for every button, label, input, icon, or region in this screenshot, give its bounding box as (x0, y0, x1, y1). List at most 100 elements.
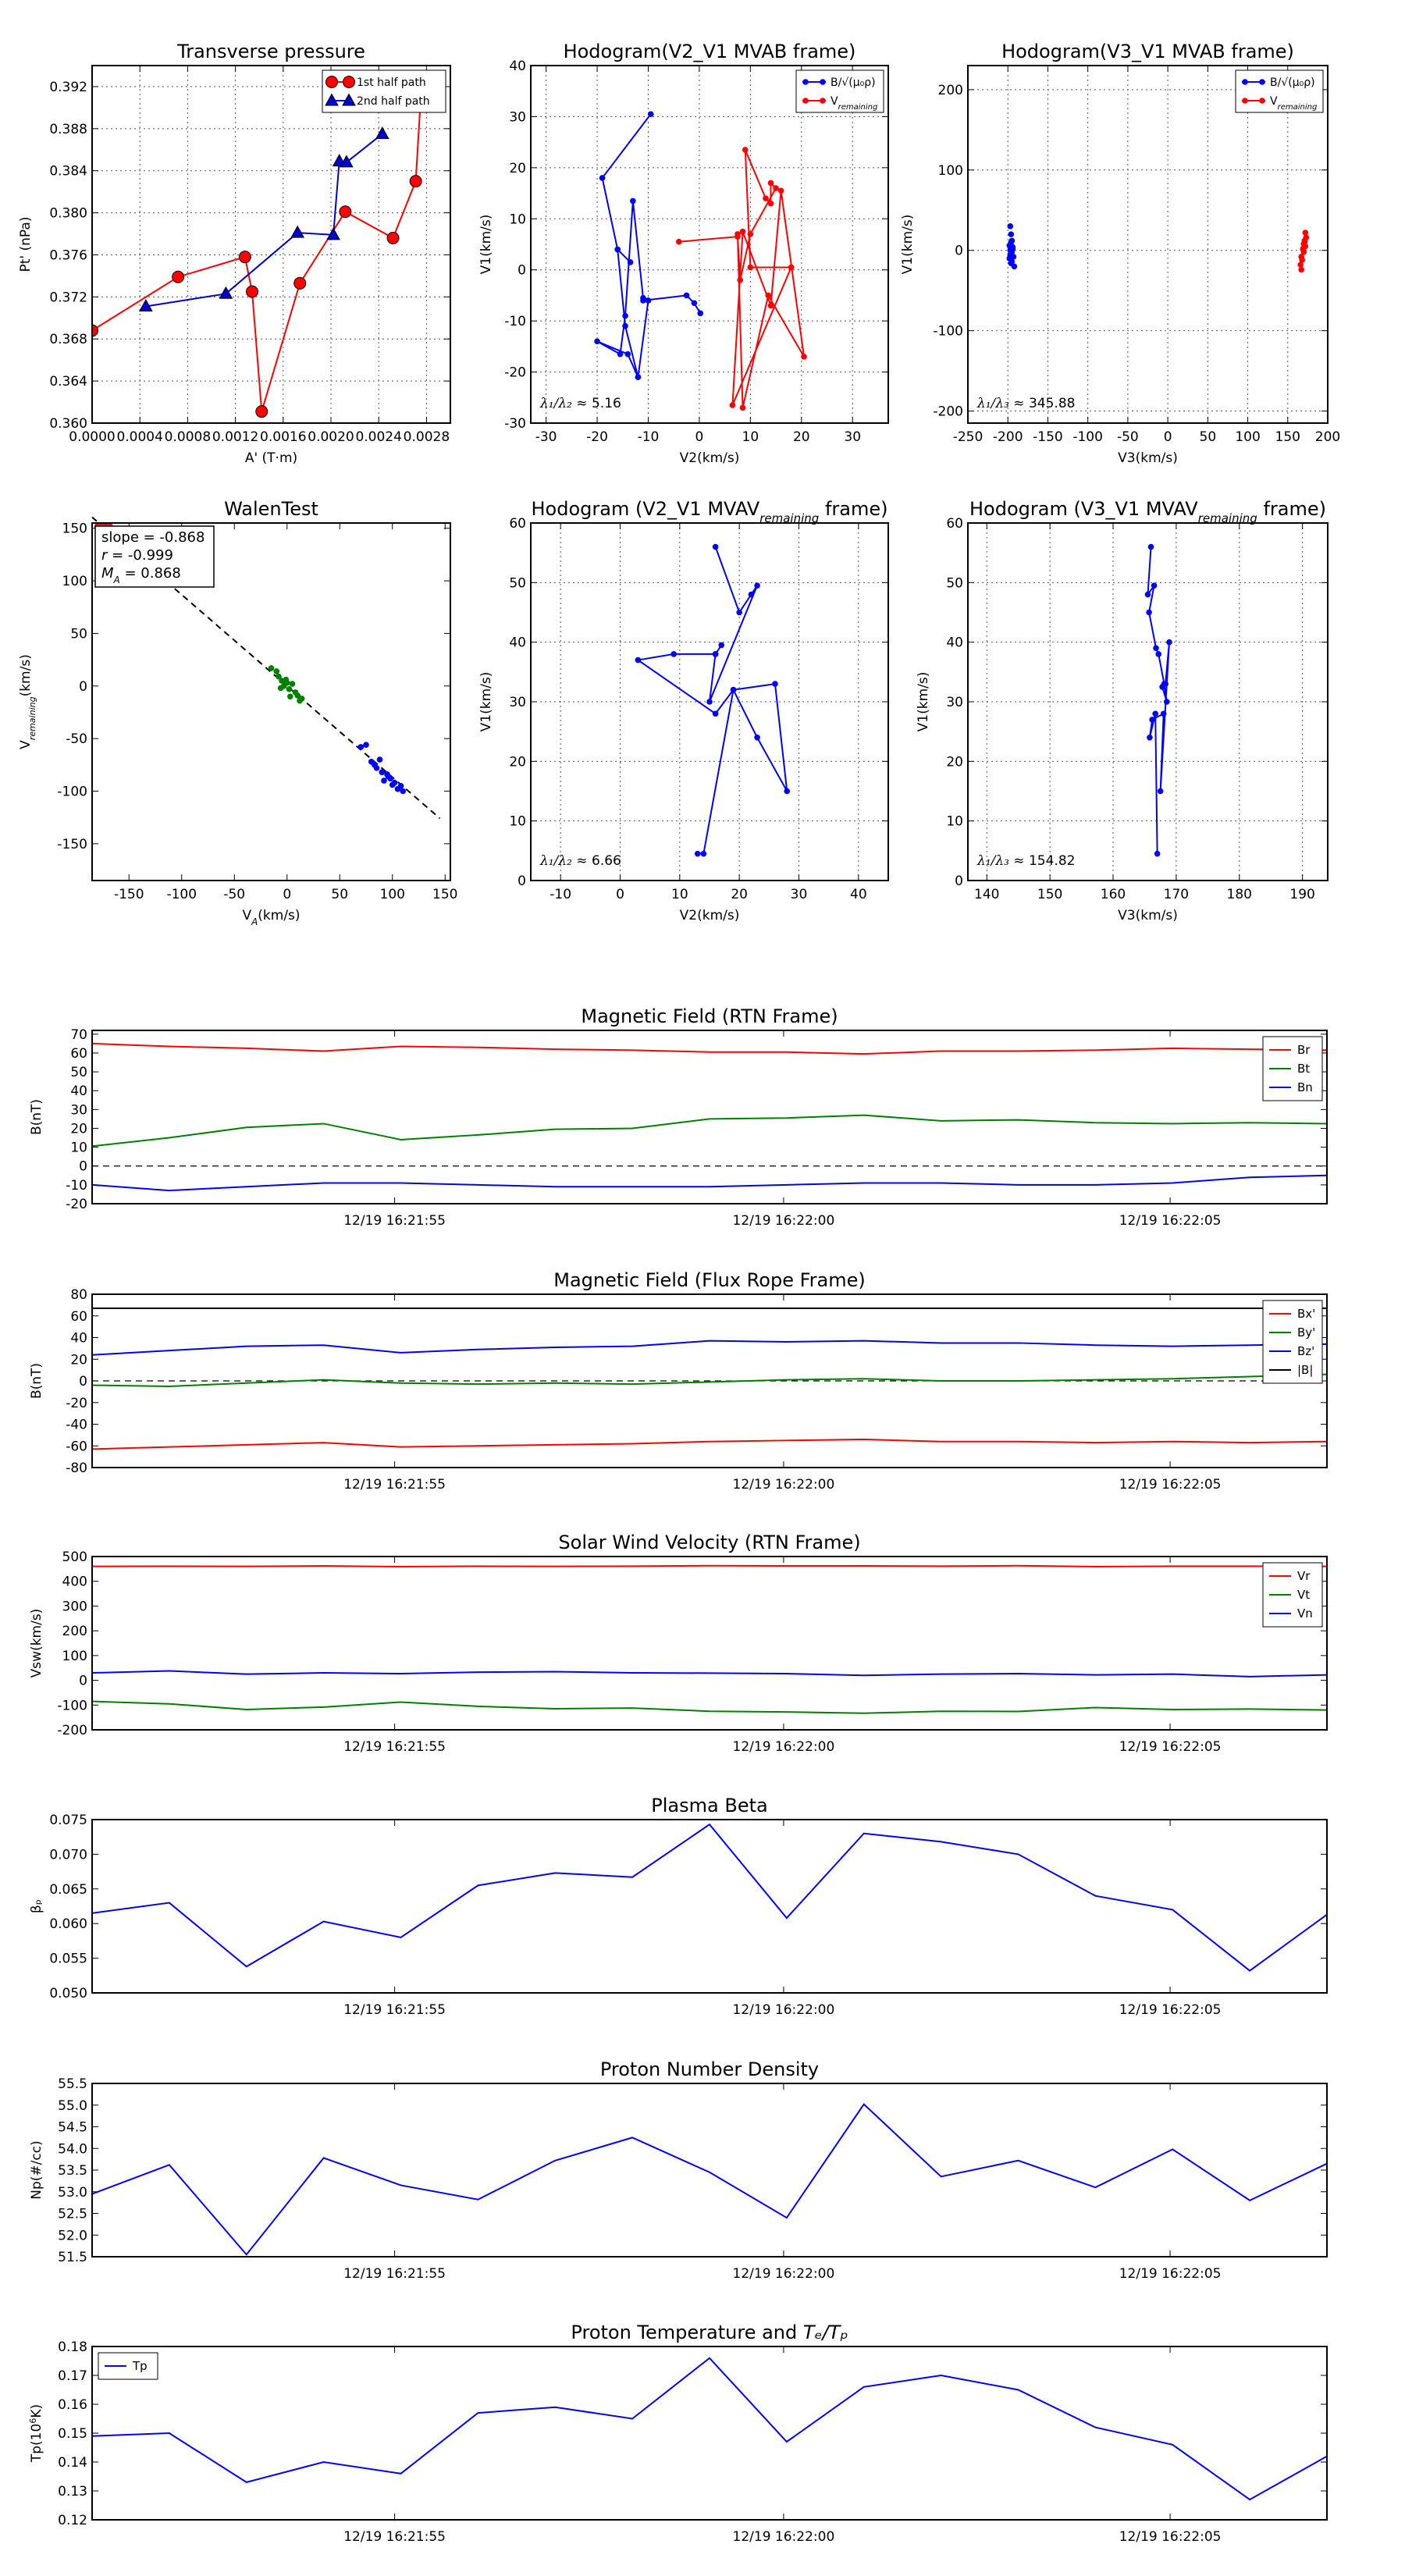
walen-xlabel: VA(km/s) (242, 908, 300, 927)
data-point (801, 354, 807, 360)
data-point (1147, 735, 1153, 741)
h31-xlabel: V3(km/s) (1118, 450, 1178, 466)
y-tick-label: 0.364 (49, 374, 87, 390)
y-tick-label: 50 (70, 626, 87, 642)
data-point (742, 147, 749, 153)
data-point (694, 850, 701, 857)
y-tick-label: 200 (938, 83, 963, 98)
legend-marker (342, 93, 356, 106)
data-point (273, 668, 280, 674)
data-point (712, 710, 719, 717)
y-tick-label: 51.5 (58, 2250, 87, 2265)
data-point (376, 756, 383, 763)
h21-ylabel: V1(km/s) (478, 215, 494, 275)
y-tick-label: 100 (938, 163, 963, 179)
x-tick-label: 0 (616, 887, 624, 902)
x-tick-label: 0.0000 (69, 429, 115, 445)
data-point (647, 111, 654, 117)
y-tick-label: 0.388 (49, 122, 87, 137)
beta-ylabel: βₚ (29, 1899, 44, 1913)
tp-frame (91, 65, 451, 424)
vsw-frame (91, 1556, 1328, 1731)
y-tick-label: 20 (70, 1352, 87, 1368)
x-tick-label: 0 (283, 887, 291, 902)
data-point (1162, 681, 1168, 687)
data-point (773, 185, 779, 191)
chart-vsw: -200 -100 0 100 200 300 400 500 12/19 16:21:55 12… (29, 1532, 1328, 1755)
beta-frame (91, 1819, 1328, 1994)
h31-frame (967, 65, 1329, 424)
time-tick-label: 12/19 16:22:00 (733, 1213, 835, 1229)
h21-frame (530, 65, 889, 424)
x-tick-label: 0.0028 (404, 429, 450, 445)
x-tick-label: 30 (844, 429, 861, 445)
data-point (712, 651, 719, 657)
data-point (772, 681, 778, 687)
data-point (139, 298, 153, 311)
x-tick-label: 10 (671, 887, 688, 902)
data-point (730, 686, 737, 693)
h21r-series (635, 543, 791, 857)
y-tick-label: 10 (509, 212, 526, 227)
data-point (706, 699, 713, 705)
data-point (599, 175, 606, 181)
stats-line: slope = -0.868 (101, 529, 205, 546)
y-tick-label: 30 (509, 695, 526, 710)
h21-series (594, 111, 807, 411)
legend-label: Bx' (1297, 1307, 1315, 1321)
data-point (409, 175, 422, 188)
data-point (635, 374, 642, 380)
time-tick-label: 12/19 16:22:05 (1119, 2002, 1222, 2018)
x-tick-label: 30 (791, 887, 808, 902)
data-point (754, 735, 760, 741)
chart-h21: -30 -20 -10 0 10 20 30 -30 -20 -10 0 10 20 30 40 Hodogr… (478, 41, 889, 466)
x-tick-label: -100 (1072, 429, 1103, 445)
y-tick-label: 10 (70, 1140, 87, 1156)
data-point (767, 200, 774, 207)
y-tick-label: 0.380 (49, 206, 87, 222)
data-point (624, 350, 631, 358)
x-tick-label: 40 (850, 887, 867, 902)
data-point (277, 685, 284, 692)
data-point (255, 405, 269, 418)
y-tick-label: 60 (70, 1309, 87, 1325)
y-tick-label: 53.5 (58, 2163, 87, 2179)
y-tick-label: 55.5 (58, 2076, 87, 2092)
data-point (614, 246, 621, 253)
x-tick-label: -50 (1117, 429, 1139, 445)
chart-np: 51.5 52.0 52.5 53.0 53.5 54.0 54.5 55.0 55.5 12/1… (29, 2058, 1328, 2282)
vsw-ylabel: Vsw(km/s) (29, 1609, 44, 1678)
data-point (1153, 645, 1159, 652)
y-tick-label: -200 (57, 1723, 87, 1738)
legend-box (1235, 69, 1324, 113)
legend-label: Bz' (1297, 1344, 1314, 1358)
time-tick-label: 12/19 16:22:05 (1119, 1477, 1222, 1493)
y-tick-label: 0 (79, 679, 87, 695)
brtn-frame (91, 1030, 1328, 1204)
y-tick-label: 150 (62, 521, 87, 537)
y-tick-label: -200 (933, 404, 963, 420)
tp-xlabel: A' (T·m) (245, 450, 297, 466)
series-line-Np (91, 2103, 1328, 2256)
time-tick-label: 12/19 16:21:55 (343, 2529, 446, 2545)
data-point (397, 782, 404, 789)
y-tick-label: -40 (66, 1418, 87, 1433)
data-point (391, 779, 398, 786)
series-line-Br (91, 1042, 1328, 1055)
y-tick-label: 0.18 (58, 2339, 87, 2355)
y-tick-label: 50 (509, 575, 526, 591)
np-frame (91, 2083, 1328, 2258)
x-tick-label: -150 (1033, 429, 1063, 445)
data-point (1301, 239, 1308, 246)
series-line-Bn (91, 1174, 1328, 1192)
y-tick-label: 20 (946, 754, 963, 770)
y-tick-label: -20 (66, 1396, 87, 1411)
h31r-series (1144, 543, 1172, 857)
y-tick-label: 0.17 (58, 2368, 87, 2384)
y-tick-label: 200 (62, 1624, 87, 1639)
y-tick-label: 52.5 (58, 2207, 87, 2222)
data-point (1009, 244, 1016, 251)
time-tick-label: 12/19 16:22:05 (1119, 1739, 1222, 1755)
data-point (777, 187, 784, 194)
